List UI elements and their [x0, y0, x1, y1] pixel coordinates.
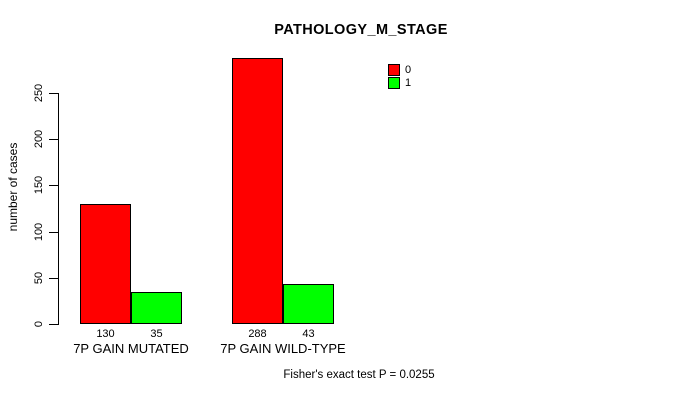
legend-entry-1: 1: [388, 77, 411, 89]
y-tick: [49, 93, 58, 94]
legend-swatch-green: [388, 77, 400, 89]
bar-value-label: 130: [96, 328, 115, 340]
bar-value-label: 35: [150, 328, 163, 340]
y-tick-label: 50: [33, 271, 45, 285]
y-tick-label: 250: [33, 83, 45, 103]
legend: 0 1: [388, 64, 411, 90]
legend-entry-0: 0: [388, 64, 411, 76]
legend-label-0: 0: [405, 64, 412, 76]
category-label: 7P GAIN MUTATED: [73, 341, 189, 356]
annotation-text: Fisher's exact test P = 0.0255: [283, 369, 435, 381]
y-tick: [49, 139, 58, 140]
legend-label-1: 1: [405, 77, 412, 89]
category-label: 7P GAIN WILD-TYPE: [220, 341, 346, 356]
chart-title: PATHOLOGY_M_STAGE: [274, 22, 448, 38]
bar-7p-gain-wild-type-series-1: [283, 284, 334, 324]
y-tick: [49, 278, 58, 279]
legend-swatch-red: [388, 64, 400, 76]
y-axis-line: [58, 93, 59, 325]
y-tick-label: 100: [33, 222, 45, 242]
y-tick-label: 150: [33, 175, 45, 195]
bar-7p-gain-mutated-series-1: [131, 292, 182, 324]
bar-7p-gain-mutated-series-0: [80, 204, 131, 324]
bar-7p-gain-wild-type-series-0: [232, 58, 283, 324]
y-tick: [49, 185, 58, 186]
y-tick-label: 200: [33, 129, 45, 149]
y-axis-label: number of cases: [6, 142, 20, 232]
bar-value-label: 43: [302, 328, 315, 340]
y-tick-label: 0: [33, 320, 45, 328]
bar-value-label: 288: [248, 328, 267, 340]
y-tick: [49, 232, 58, 233]
y-tick: [49, 324, 58, 325]
